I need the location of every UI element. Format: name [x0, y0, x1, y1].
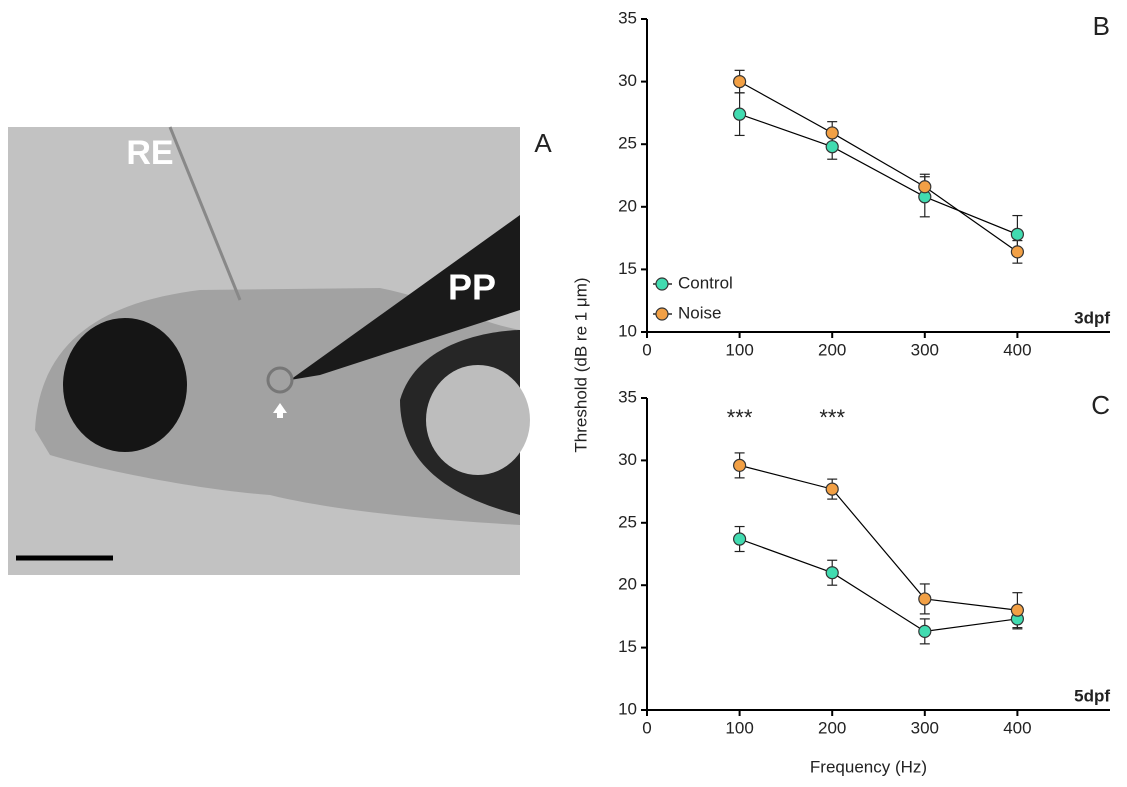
y-tick-label: 20 [618, 575, 637, 594]
x-tick-label: 400 [1003, 718, 1031, 737]
y-tick-label: 20 [618, 196, 637, 215]
series-line [739, 538, 1018, 632]
x-tick-label: 300 [911, 718, 939, 737]
annotation: PP [448, 267, 496, 308]
data-point [732, 74, 747, 89]
y-tick-label: 25 [618, 134, 637, 153]
y-tick-label: 35 [618, 387, 637, 406]
y-tick-label: 10 [618, 321, 637, 340]
x-tick-label: 200 [818, 718, 846, 737]
x-tick-label: 200 [818, 340, 846, 359]
significance: *** [819, 405, 845, 430]
data-point [825, 126, 839, 140]
data-point [825, 482, 839, 496]
stage-label: 3dpf [1074, 308, 1110, 327]
annotation: RE [126, 134, 173, 172]
series-line [739, 113, 1018, 235]
data-point [825, 140, 839, 154]
y-tick-label: 15 [618, 259, 637, 278]
x-tick-label: 100 [725, 718, 753, 737]
series-line [739, 81, 1018, 253]
legend-marker [655, 307, 669, 321]
x-tick-label: 400 [1003, 340, 1031, 359]
data-point [1010, 227, 1025, 241]
significance: *** [727, 405, 753, 430]
y-axis-title: Threshold (dB re 1 μm) [571, 277, 590, 452]
x-tick-label: 0 [642, 340, 651, 359]
panel-label: A [534, 128, 552, 158]
y-tick-label: 10 [618, 699, 637, 718]
data-point [1010, 603, 1025, 617]
x-tick-label: 300 [911, 340, 939, 359]
data-point [732, 532, 747, 546]
y-tick-label: 30 [618, 450, 637, 469]
data-point [918, 180, 932, 194]
y-tick-label: 15 [618, 637, 637, 656]
data-point [825, 566, 839, 580]
stage-label: 5dpf [1074, 686, 1110, 705]
data-point [918, 624, 932, 638]
x-tick-label: 0 [642, 718, 651, 737]
y-tick-label: 30 [618, 71, 637, 90]
x-axis-title: Frequency (Hz) [810, 757, 927, 776]
data-point [732, 107, 747, 121]
data-point [918, 592, 932, 606]
series-line [739, 464, 1018, 611]
y-tick-label: 35 [618, 8, 637, 27]
data-point [1010, 245, 1025, 259]
y-tick-label: 25 [618, 512, 637, 531]
data-point [732, 458, 747, 472]
panel-label: B [1093, 11, 1110, 41]
legend-label: Control [678, 273, 733, 292]
micrograph: RE PP A [8, 126, 552, 575]
legend-marker [655, 277, 669, 291]
panel-label: C [1091, 390, 1110, 420]
x-tick-label: 100 [725, 340, 753, 359]
legend-label: Noise [678, 303, 721, 322]
